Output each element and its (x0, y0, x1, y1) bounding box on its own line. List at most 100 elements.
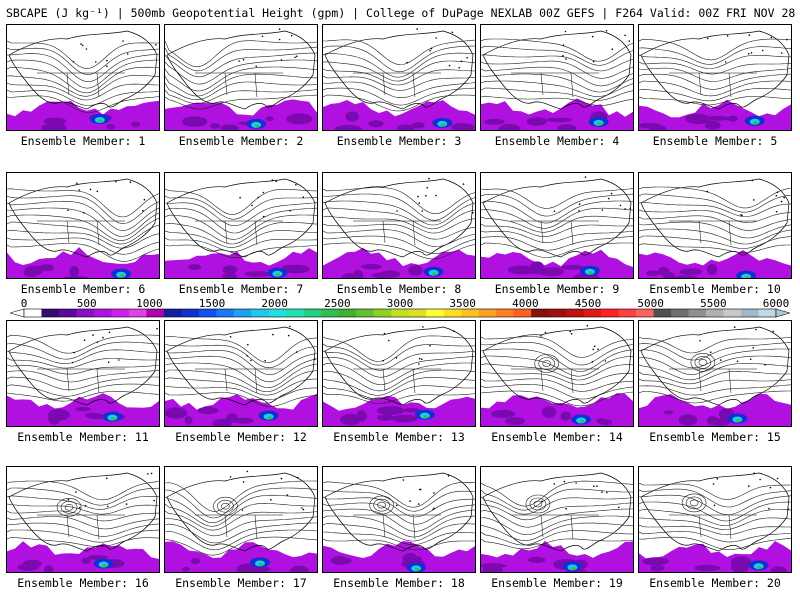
contour-line (639, 482, 791, 500)
cape-mid-area (341, 273, 357, 278)
island-speck (129, 181, 132, 183)
contour-line (323, 45, 475, 73)
island-speck (286, 494, 289, 496)
contour-line (7, 229, 159, 249)
cape-green-area (757, 565, 763, 569)
contour-line (165, 244, 317, 258)
member-map-canvas (165, 470, 317, 572)
contour-line (481, 508, 633, 528)
contour-line (165, 350, 317, 376)
contour-line (481, 342, 633, 366)
island-speck (733, 326, 736, 328)
contour-line (481, 480, 633, 507)
island-speck (246, 470, 249, 473)
island-speck (775, 194, 778, 197)
contour-line (481, 378, 633, 392)
island-speck (262, 191, 265, 194)
cape-mid-area (106, 123, 116, 130)
cape-mid-area (190, 558, 201, 565)
member-map-canvas (323, 472, 475, 572)
island-speck (296, 55, 298, 58)
contour-line (165, 536, 317, 556)
height-contours (165, 188, 317, 258)
contour-line (7, 364, 159, 375)
cape-mid-area (598, 419, 612, 426)
ensemble-member-map (480, 172, 634, 279)
island-speck (716, 478, 719, 480)
cape-mid-area (526, 117, 547, 126)
island-speck (418, 363, 420, 365)
member-map-canvas (639, 178, 791, 278)
contour-line (481, 73, 633, 93)
island-speck (435, 37, 437, 39)
contour-line (481, 60, 633, 79)
cape-green-area (423, 415, 429, 419)
island-speck (76, 182, 78, 185)
contour-line (7, 349, 159, 365)
member-map-canvas (323, 28, 475, 130)
colorbar-tick-label: 6000 (762, 297, 790, 310)
island-speck (433, 507, 435, 510)
island-speck (278, 28, 281, 30)
island-speck (601, 209, 604, 211)
island-speck (241, 509, 244, 511)
cape-green-area (432, 272, 438, 276)
contour-line (323, 81, 475, 98)
contour-line (165, 355, 317, 383)
cape-mid-area (233, 417, 255, 424)
contour-line (323, 356, 475, 378)
contour-line (7, 89, 159, 106)
cape-mid-area (376, 406, 405, 415)
contour-line (165, 487, 317, 519)
cape-mid-area (528, 556, 546, 563)
cape-mid-area (451, 123, 475, 130)
member-map-canvas (639, 326, 791, 426)
island-speck (143, 198, 146, 201)
contour-line (323, 377, 475, 396)
island-speck (73, 351, 75, 354)
member-map-canvas (323, 177, 475, 278)
contour-line (639, 73, 791, 90)
island-speck (458, 66, 460, 69)
contour-line (165, 59, 317, 85)
contour-line (639, 201, 791, 217)
closed-low-contour (369, 495, 394, 515)
height-contours (323, 481, 475, 551)
page-title: SBCAPE (J kg⁻¹) | 500mb Geopotential Hei… (6, 6, 800, 20)
height-contours (323, 39, 475, 112)
cape-mid-area (340, 413, 362, 426)
coastline (166, 30, 316, 110)
cape-field (7, 541, 159, 572)
cape-mid-area (530, 261, 544, 272)
island-speck (569, 330, 571, 333)
cape-mid-area (44, 565, 54, 572)
colorbar-swatch (688, 309, 707, 317)
contour-line (7, 370, 159, 383)
cape-mid-area (704, 115, 731, 121)
height-contours (165, 335, 317, 407)
member-map-canvas (7, 178, 159, 278)
contour-line (7, 40, 159, 69)
island-speck (707, 37, 709, 40)
island-speck (769, 486, 772, 489)
contour-line (481, 384, 633, 400)
political-borders (669, 514, 757, 540)
contour-line (481, 54, 633, 72)
island-speck (544, 331, 547, 334)
island-speck (578, 210, 580, 212)
island-speck (761, 49, 764, 52)
coastline (8, 472, 158, 552)
cape-mid-area (165, 407, 188, 419)
island-speck (280, 59, 283, 61)
colorbar-swatch (356, 309, 375, 317)
member-map-canvas (481, 472, 633, 572)
contour-line (165, 81, 317, 101)
ensemble-member-label: Ensemble Member: 14 (491, 430, 623, 444)
closed-low-contour (689, 499, 699, 507)
island-speck (755, 328, 757, 331)
coastline (640, 178, 790, 258)
ensemble-member-label: Ensemble Member: 4 (494, 134, 620, 148)
island-speck (246, 354, 248, 357)
island-speck (430, 47, 433, 50)
coastline (640, 326, 790, 406)
